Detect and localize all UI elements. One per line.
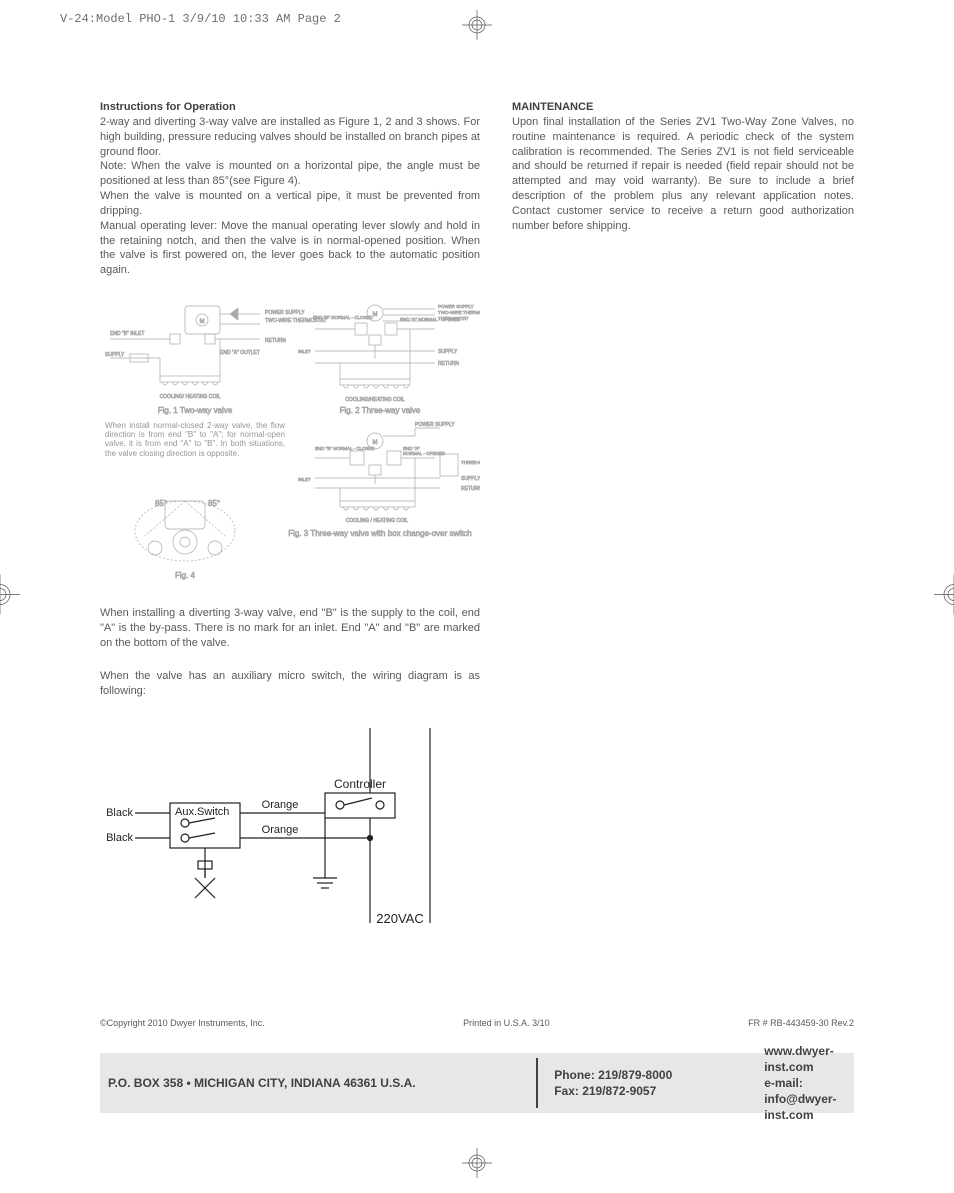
- footer-divider: [536, 1058, 538, 1108]
- para-4: Manual operating lever: Move the manual …: [100, 219, 480, 278]
- svg-text:Fig. 2 Three-way valve: Fig. 2 Three-way valve: [340, 406, 421, 415]
- para-2: Note: When the valve is mounted on a hor…: [100, 159, 480, 189]
- para-5: When installing a diverting 3-way valve,…: [100, 606, 480, 651]
- svg-text:M: M: [373, 312, 378, 318]
- svg-text:END "B" NORMAL - CLOSED: END "B" NORMAL - CLOSED: [315, 446, 376, 451]
- svg-text:85°: 85°: [208, 499, 220, 508]
- svg-text:Controller: Controller: [334, 777, 386, 791]
- wiring-diagram: Controller Aux.Switch Orange: [100, 713, 480, 938]
- fig-note: When install normal-closed 2-way valve, …: [105, 421, 285, 458]
- page: V-24:Model PHO-1 3/9/10 10:33 AM Page 2 …: [0, 0, 954, 1193]
- svg-text:Fig. 4: Fig. 4: [175, 571, 196, 580]
- svg-text:Fig. 3 Three-way valve with bo: Fig. 3 Three-way valve with box change-o…: [288, 529, 472, 538]
- instructions-heading: Instructions for Operation: [100, 100, 480, 115]
- svg-text:Black: Black: [106, 832, 133, 844]
- footer-contact: Phone: 219/879-8000 Fax: 219/872-9057: [554, 1067, 734, 1099]
- svg-text:INLET: INLET: [298, 477, 311, 482]
- svg-text:COOLING/HEATING COIL: COOLING/HEATING COIL: [345, 397, 405, 403]
- svg-text:COOLING / HEATING COIL: COOLING / HEATING COIL: [346, 518, 408, 524]
- svg-text:POWER SUPPLY: POWER SUPPLY: [265, 310, 305, 316]
- svg-text:INLET: INLET: [298, 349, 311, 354]
- print-slug: V-24:Model PHO-1 3/9/10 10:33 AM Page 2: [60, 12, 341, 26]
- two-column-layout: Instructions for Operation 2-way and div…: [100, 100, 854, 938]
- content-area: Instructions for Operation 2-way and div…: [100, 100, 854, 1143]
- svg-text:M: M: [200, 319, 205, 325]
- svg-text:RETURN: RETURN: [438, 361, 459, 367]
- svg-text:END "A" OUTLET: END "A" OUTLET: [220, 350, 260, 356]
- registration-mark-bottom: [462, 1148, 492, 1183]
- right-column: MAINTENANCE Upon final installation of t…: [512, 100, 854, 938]
- maintenance-heading: MAINTENANCE: [512, 100, 854, 115]
- svg-text:POWER SUPPLY: POWER SUPPLY: [438, 304, 474, 309]
- maintenance-para: Upon final installation of the Series ZV…: [512, 115, 854, 234]
- svg-text:END "B" INLET: END "B" INLET: [110, 331, 144, 337]
- svg-text:Orange: Orange: [262, 824, 299, 836]
- svg-text:85°: 85°: [155, 499, 167, 508]
- para-1: 2-way and diverting 3-way valve are inst…: [100, 115, 480, 160]
- footer-web: www.dwyer-inst.com e-mail: info@dwyer-in…: [734, 1043, 854, 1124]
- svg-text:TWO-WIRE THERMOSTAT: TWO-WIRE THERMOSTAT: [438, 310, 480, 315]
- svg-text:Fig. 1 Two-way valve: Fig. 1 Two-way valve: [158, 406, 233, 415]
- footer-meta: ©Copyright 2010 Dwyer Instruments, Inc. …: [100, 1018, 854, 1028]
- svg-text:END "A" NORMAL - OPENED: END "A" NORMAL - OPENED: [400, 317, 461, 322]
- svg-text:SUPPLY: SUPPLY: [438, 349, 458, 355]
- svg-text:COOLING/ HEATING COIL: COOLING/ HEATING COIL: [160, 394, 221, 400]
- figures-block: M POWER SUPPLY TWO-WIRE THERMOSTAT RETUR…: [100, 296, 480, 586]
- footer-phone: Phone: 219/879-8000: [554, 1067, 734, 1083]
- footer-email: e-mail: info@dwyer-inst.com: [764, 1075, 854, 1124]
- footer-fax: Fax: 219/872-9057: [554, 1083, 734, 1099]
- footer-band: P.O. BOX 358 • MICHIGAN CITY, INDIANA 46…: [100, 1053, 854, 1113]
- svg-text:NORMAL - OPENED: NORMAL - OPENED: [403, 451, 446, 456]
- copyright-text: ©Copyright 2010 Dwyer Instruments, Inc.: [100, 1018, 265, 1028]
- printed-text: Printed in U.S.A. 3/10: [463, 1018, 550, 1028]
- svg-text:Black: Black: [106, 807, 133, 819]
- svg-text:RETURN: RETURN: [265, 338, 286, 344]
- svg-text:END "B" NORMAL - CLOSED: END "B" NORMAL - CLOSED: [313, 315, 374, 320]
- left-column: Instructions for Operation 2-way and div…: [100, 100, 480, 938]
- para-6: When the valve has an auxiliary micro sw…: [100, 669, 480, 699]
- para-3: When the valve is mounted on a vertical …: [100, 189, 480, 219]
- footer-address: P.O. BOX 358 • MICHIGAN CITY, INDIANA 46…: [100, 1076, 520, 1090]
- svg-text:RETURN: RETURN: [461, 486, 480, 492]
- svg-text:Aux.Switch: Aux.Switch: [175, 806, 229, 818]
- svg-text:220VAC: 220VAC: [376, 911, 423, 926]
- registration-mark-right: [934, 574, 954, 619]
- fr-number: FR # RB-443459-30 Rev.2: [748, 1018, 854, 1028]
- svg-text:SUPPLY: SUPPLY: [461, 476, 480, 482]
- registration-mark-left: [0, 574, 20, 619]
- svg-text:SUPPLY: SUPPLY: [105, 352, 125, 358]
- figures-svg: M POWER SUPPLY TWO-WIRE THERMOSTAT RETUR…: [100, 296, 480, 586]
- svg-text:THREE-WIRE THERMOSTAT: THREE-WIRE THERMOSTAT: [461, 460, 480, 465]
- svg-text:POWER SUPPLY: POWER SUPPLY: [415, 422, 455, 428]
- registration-mark-top: [462, 10, 492, 45]
- svg-text:Orange: Orange: [262, 799, 299, 811]
- footer-url: www.dwyer-inst.com: [764, 1043, 854, 1075]
